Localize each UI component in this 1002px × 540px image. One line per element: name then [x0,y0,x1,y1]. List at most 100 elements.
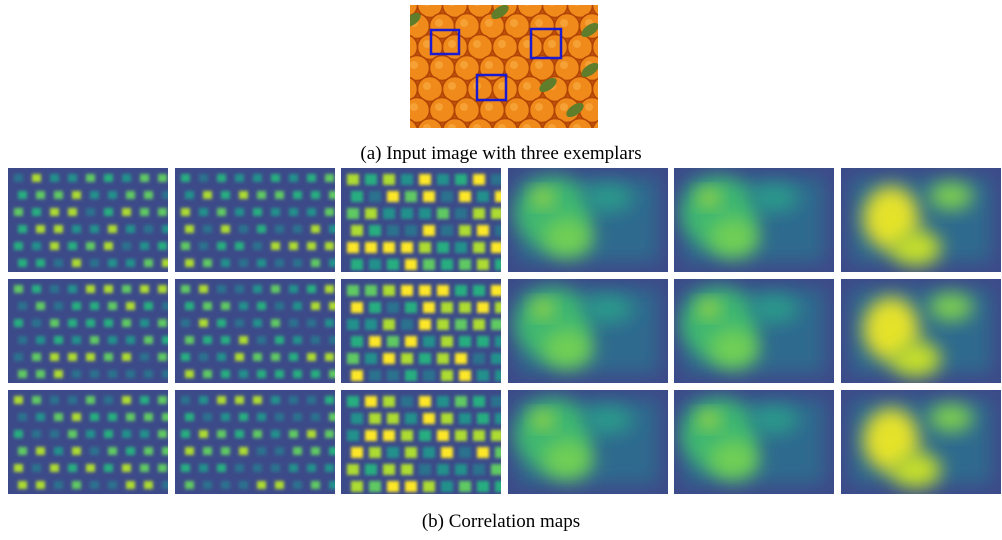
map-cell [329,481,338,489]
map-cell [14,430,23,438]
map-cell [199,319,208,327]
map-cell [68,353,77,361]
correlation-map [8,390,171,494]
map-blob [583,295,633,323]
map-cell [275,225,284,233]
orange-highlight [473,40,481,48]
map-cell [437,285,449,296]
map-cell [419,396,431,407]
orange-highlight [460,19,468,27]
orange-highlight [423,82,431,90]
map-cell [347,174,359,185]
correlation-map [841,168,1001,272]
orange [393,119,418,144]
map-cell [162,191,171,199]
map-cell [491,174,503,185]
map-cell [369,336,381,347]
map-cell [36,225,45,233]
map-cell [72,336,81,344]
orange [443,119,468,144]
map-cell [50,396,59,404]
map-cell [329,370,338,378]
map-cell [455,464,467,475]
map-cell [423,302,435,313]
map-cell [347,242,359,253]
map-cell [217,285,226,293]
map-cell [203,370,212,378]
map-cell [329,413,338,421]
map-cell [86,319,95,327]
map-cell [275,302,284,310]
map-cell [307,242,316,250]
map-cell [239,191,248,199]
map-cell [387,370,399,381]
map-cell [347,464,359,475]
map-cell [199,353,208,361]
map-cell [86,353,95,361]
map-cell [14,242,23,250]
map-cell [271,285,280,293]
map-cell [185,336,194,344]
map-blob [543,218,593,258]
map-cell [423,370,435,381]
map-cell [325,396,334,404]
map-cell [289,396,298,404]
map-cell [325,430,334,438]
map-cell [122,430,131,438]
orange [605,56,630,81]
map-cell [441,370,453,381]
map-blob [699,412,719,428]
map-cell [253,396,262,404]
map-cell [347,396,359,407]
map-cell [203,481,212,489]
map-cell [383,208,395,219]
correlation-map [674,279,834,383]
map-cell [217,319,226,327]
map-cell [68,174,77,182]
map-cell [36,413,45,421]
map-cell [257,481,266,489]
map-cell [217,208,226,216]
map-cell [144,370,153,378]
correlation-maps [8,168,1001,494]
map-cell [122,353,131,361]
map-cell [293,225,302,233]
map-cell [383,174,395,185]
map-cell [199,430,208,438]
map-cell [307,319,316,327]
map-cell [401,242,413,253]
map-cell [405,413,417,424]
map-cell [275,370,284,378]
orange-highlight [535,61,543,69]
map-cell [68,285,77,293]
map-cell [203,225,212,233]
orange-highlight [510,61,518,69]
map-cell [203,259,212,267]
orange-highlight [610,61,618,69]
map-cell [104,285,113,293]
map-cell [329,191,338,199]
map-cell [235,396,244,404]
map-cell [104,464,113,472]
map-cell [140,242,149,250]
orange-highlight [448,124,456,132]
map-cell [72,447,81,455]
map-cell [108,413,117,421]
map-cell [419,430,431,441]
map-cell [329,259,338,267]
map-cell [437,208,449,219]
orange-highlight [548,124,556,132]
map-blob [891,452,941,488]
map-cell [459,302,471,313]
map-cell [459,259,471,270]
map-cell [185,370,194,378]
map-cell [437,319,449,330]
orange-highlight [498,40,506,48]
map-cell [383,430,395,441]
map-blob [749,406,799,434]
map-cell [325,319,334,327]
map-cell [162,336,171,344]
map-cell [14,319,23,327]
orange-highlight [610,103,618,111]
map-cell [387,191,399,202]
